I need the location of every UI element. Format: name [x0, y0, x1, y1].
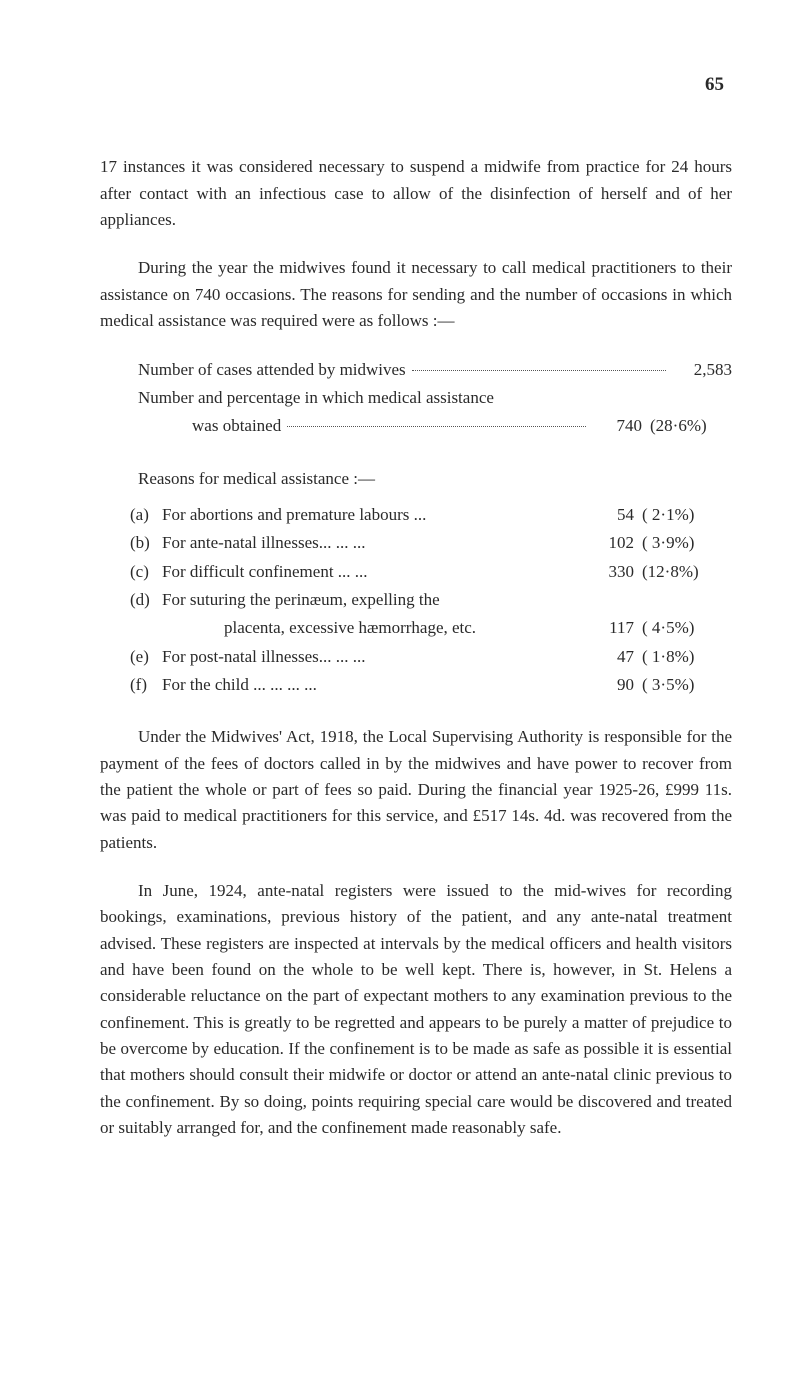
leader-dots	[412, 370, 666, 371]
stat-line-2b: was obtained 740 (28·6%)	[192, 413, 732, 439]
leader-dots	[287, 426, 586, 427]
reasons-heading: Reasons for medical assistance :—	[138, 466, 732, 492]
stat-pct: (28·6%)	[642, 413, 732, 439]
reason-pct: ( 4·5%)	[634, 615, 732, 641]
reason-pct: ( 2·1%)	[634, 502, 732, 528]
reason-key: (d)	[130, 587, 162, 613]
reason-pct: ( 3·9%)	[634, 530, 732, 556]
reason-row: (b) For ante-natal illnesses... ... ... …	[130, 530, 732, 556]
reason-num: 330	[584, 559, 634, 585]
reason-row: (e) For post-natal illnesses... ... ... …	[130, 644, 732, 670]
paragraph-4: In June, 1924, ante-natal registers were…	[100, 878, 732, 1141]
reason-num: 54	[584, 502, 634, 528]
reason-key: (c)	[130, 559, 162, 585]
paragraph-1: 17 instances it was considered necessary…	[100, 154, 732, 233]
stat-label: Number and percentage in which medical a…	[138, 385, 494, 411]
stat-line-2a: Number and percentage in which medical a…	[138, 385, 732, 411]
reason-text: For suturing the perinæum, expelling the	[162, 587, 584, 613]
reason-num: 117	[584, 615, 634, 641]
reason-row: (d) For suturing the perinæum, expelling…	[130, 587, 732, 613]
stat-value: 740	[592, 413, 642, 439]
stats-block: Number of cases attended by midwives 2,5…	[100, 357, 732, 440]
reason-pct: ( 1·8%)	[634, 644, 732, 670]
reason-num: 90	[584, 672, 634, 698]
reason-text: For post-natal illnesses... ... ...	[162, 644, 584, 670]
reasons-block: Reasons for medical assistance :— (a) Fo…	[100, 466, 732, 699]
reason-key: (b)	[130, 530, 162, 556]
reason-row: (c) For difficult confinement ... ... 33…	[130, 559, 732, 585]
reason-pct: ( 3·5%)	[634, 672, 732, 698]
reason-text: For ante-natal illnesses... ... ...	[162, 530, 584, 556]
stat-value: 2,583	[672, 357, 732, 383]
reason-pct: (12·8%)	[634, 559, 732, 585]
stat-label: was obtained	[192, 413, 281, 439]
reason-key: (a)	[130, 502, 162, 528]
reason-key: (e)	[130, 644, 162, 670]
reason-text: placenta, excessive hæmorrhage, etc.	[224, 615, 584, 641]
reason-num: 102	[584, 530, 634, 556]
reason-row: (f) For the child ... ... ... ... 90 ( 3…	[130, 672, 732, 698]
paragraph-2: During the year the midwives found it ne…	[100, 255, 732, 334]
reason-row-cont: placenta, excessive hæmorrhage, etc. 117…	[130, 615, 732, 641]
reason-key: (f)	[130, 672, 162, 698]
reason-num: 47	[584, 644, 634, 670]
stat-label: Number of cases attended by midwives	[138, 357, 406, 383]
paragraph-3: Under the Midwives' Act, 1918, the Local…	[100, 724, 732, 856]
reason-text: For abortions and premature labours ...	[162, 502, 584, 528]
reason-text: For the child ... ... ... ...	[162, 672, 584, 698]
reason-row: (a) For abortions and premature labours …	[130, 502, 732, 528]
stat-line-1: Number of cases attended by midwives 2,5…	[138, 357, 732, 383]
page-number: 65	[100, 70, 724, 99]
reason-text: For difficult confinement ... ...	[162, 559, 584, 585]
